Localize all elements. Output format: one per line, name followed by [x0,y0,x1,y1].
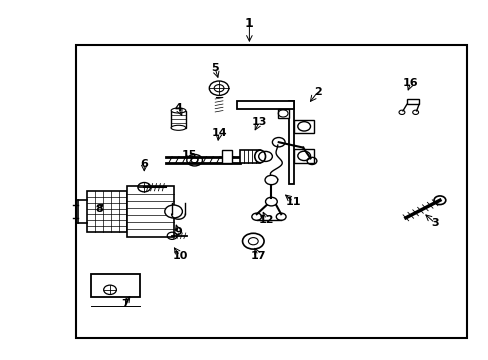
Bar [406,99,418,104]
Ellipse shape [171,108,185,113]
Bar [294,149,313,163]
Text: 3: 3 [430,218,438,228]
Text: 12: 12 [258,215,274,225]
Bar [239,150,260,163]
Text: 11: 11 [285,197,301,207]
Bar [91,274,140,297]
Ellipse shape [254,150,265,163]
Bar [237,101,294,109]
Text: 16: 16 [402,78,418,88]
Bar [277,109,288,118]
Text: 13: 13 [251,117,266,127]
Text: 4: 4 [174,103,182,113]
Bar [76,45,466,338]
Circle shape [264,175,277,185]
Bar [222,150,232,163]
Text: 8: 8 [95,204,102,214]
Text: 14: 14 [211,128,226,138]
Text: 2: 2 [313,87,321,97]
Text: 9: 9 [174,227,182,237]
Bar [294,120,313,133]
Text: 17: 17 [250,251,265,261]
Circle shape [164,205,182,218]
Text: 10: 10 [172,251,187,261]
Bar [288,101,294,184]
Text: 6: 6 [140,159,148,169]
Text: 1: 1 [244,17,253,30]
Text: 7: 7 [121,299,128,309]
Text: 15: 15 [182,150,197,160]
Ellipse shape [171,125,185,130]
Bar [127,186,173,237]
Text: 5: 5 [211,63,219,73]
Bar [171,111,185,128]
Bar [87,191,127,232]
